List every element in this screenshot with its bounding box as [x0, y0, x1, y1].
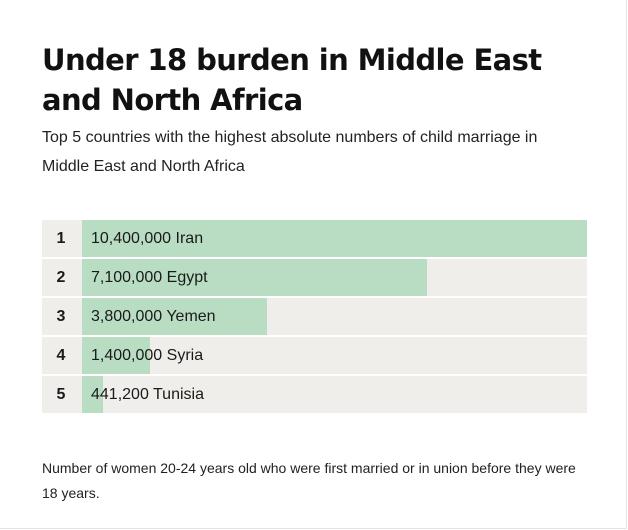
value-label: 1,400,000 — [91, 347, 163, 364]
value-label: 441,200 — [91, 386, 149, 403]
category-label: Iran — [175, 230, 204, 247]
chart-subtitle: Top 5 countries with the highest absolut… — [42, 129, 538, 175]
chart-title: Under 18 burden in Middle East and North… — [42, 43, 542, 117]
rank-label: 4 — [56, 347, 66, 364]
bar-list: 1 10,400,000 Iran 2 7,100,000 Egypt 3 3,800,0… — [42, 220, 587, 415]
category-label: Egypt — [166, 269, 208, 286]
bar-yemen — [82, 298, 267, 335]
bar-egypt — [82, 259, 427, 296]
bar-track: 10,400,000 Iran — [82, 220, 587, 257]
bar-track: 3,800,000 Yemen — [82, 298, 587, 335]
bar-row: 1 10,400,000 Iran — [42, 220, 587, 257]
bar-tunisia — [82, 376, 103, 413]
rank-label: 5 — [56, 386, 66, 403]
value-label: 10,400,000 — [91, 230, 172, 247]
bar-label: 3,800,000 Yemen — [91, 298, 216, 335]
value-label: 3,800,000 — [91, 308, 163, 325]
rank-label: 1 — [56, 230, 66, 247]
bar-row: 5 441,200 Tunisia — [42, 376, 587, 413]
bar-label: 1,400,000 Syria — [91, 337, 203, 374]
bar-row: 4 1,400,000 Syria — [42, 337, 587, 374]
value-label: 7,100,000 — [91, 269, 163, 286]
bar-label: 10,400,000 Iran — [91, 220, 203, 257]
bar-iran — [82, 220, 587, 257]
bar-row: 3 3,800,000 Yemen — [42, 298, 587, 335]
rank-label: 2 — [56, 269, 66, 286]
bar-track: 441,200 Tunisia — [82, 376, 587, 413]
bar-label: 441,200 Tunisia — [91, 376, 204, 413]
bar-track: 1,400,000 Syria — [82, 337, 587, 374]
bar-syria — [82, 337, 150, 374]
bar-label: 7,100,000 Egypt — [91, 259, 208, 296]
category-label: Syria — [166, 347, 204, 364]
rank-label: 3 — [56, 308, 66, 325]
chart-footnote: Number of women 20-24 years old who were… — [42, 460, 576, 501]
category-label: Yemen — [166, 308, 216, 325]
bar-row: 2 7,100,000 Egypt — [42, 259, 587, 296]
bar-track: 7,100,000 Egypt — [82, 259, 587, 296]
category-label: Tunisia — [153, 386, 204, 403]
